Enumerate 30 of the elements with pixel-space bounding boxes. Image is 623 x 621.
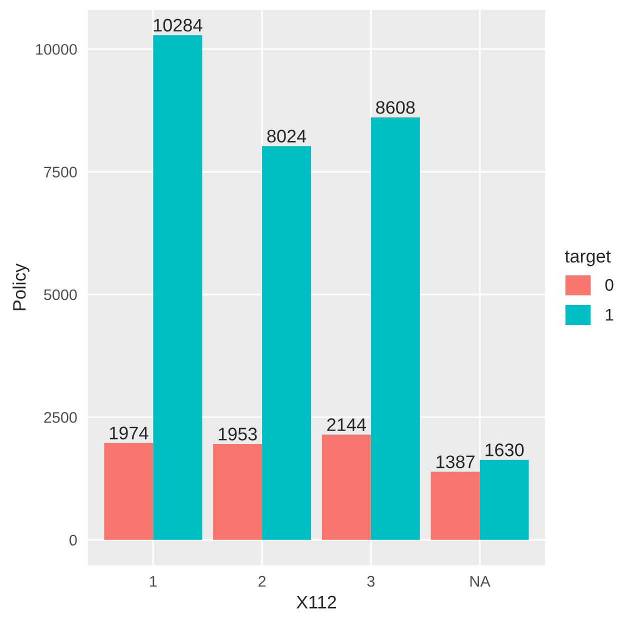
- bar: [104, 443, 154, 540]
- data-label: 1953: [218, 428, 257, 440]
- legend-title: target: [564, 250, 611, 266]
- data-label: 1630: [486, 444, 524, 456]
- bar: [153, 35, 202, 540]
- y-tick-label: 5000: [44, 289, 77, 300]
- data-label: 2144: [327, 418, 366, 431]
- x-tick-label: NA: [470, 576, 490, 587]
- bar: [262, 146, 312, 540]
- x-tick-label: 3: [367, 576, 374, 587]
- y-tick-label: 2500: [44, 412, 77, 423]
- bar: [430, 472, 480, 540]
- legend-label: 1: [606, 308, 614, 320]
- x-tick-label: 2: [258, 576, 266, 587]
- y-tick-label: 0: [70, 534, 77, 546]
- y-axis-title: Policy: [12, 263, 30, 310]
- x-tick-label: 1: [150, 576, 157, 587]
- data-label: 8024: [267, 130, 306, 143]
- bar: [322, 434, 371, 540]
- bar: [480, 460, 529, 540]
- data-label: 1387: [436, 455, 474, 468]
- legend-label: 0: [605, 279, 614, 291]
- bar: [370, 117, 420, 540]
- y-tick-label: 7500: [44, 166, 77, 178]
- bar: [213, 444, 262, 540]
- data-label: 8608: [376, 101, 415, 114]
- x-axis-title: X112: [296, 596, 336, 608]
- y-tick-label: 10000: [36, 44, 77, 55]
- data-label: 1974: [110, 426, 148, 440]
- data-label: 10284: [154, 18, 202, 32]
